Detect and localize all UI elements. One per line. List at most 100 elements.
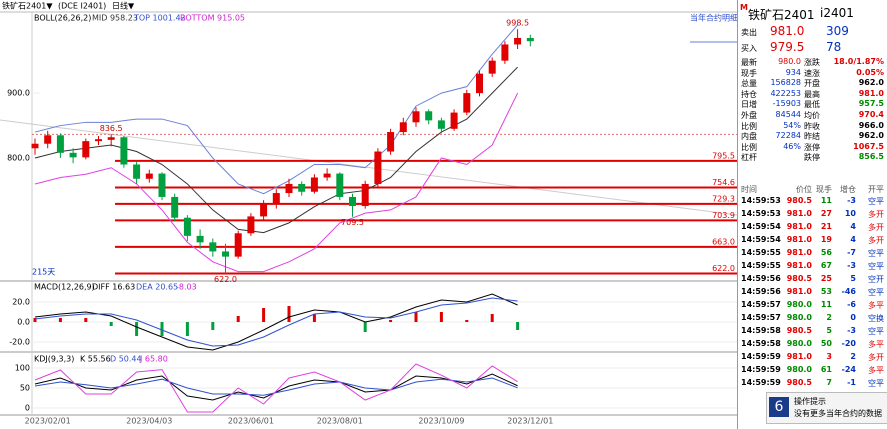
- toolbar-period[interactable]: 日线▼: [112, 1, 135, 11]
- candle-body: [120, 137, 128, 165]
- x-tick-label: 2023/06/01: [228, 417, 274, 426]
- candle-body: [298, 183, 306, 192]
- trend-line: [0, 119, 737, 216]
- y-tick-label: 100: [15, 364, 30, 373]
- candle-body: [56, 135, 64, 153]
- kdj-k: K 55.56: [80, 355, 111, 364]
- stat-value: 934: [785, 67, 801, 77]
- trade-type: 空平: [868, 327, 884, 336]
- trade-oi: -46: [841, 287, 856, 296]
- trade-time: 14:59:57: [741, 300, 781, 309]
- macd-bar: [465, 320, 469, 322]
- trade-price: 981.0: [786, 235, 812, 244]
- trade-oi: 4: [850, 222, 856, 231]
- level-label: 729.3: [712, 194, 735, 203]
- trade-type: 空平: [868, 197, 884, 206]
- stat-label: 昨收: [804, 121, 820, 131]
- candle-body: [145, 173, 153, 179]
- popup[interactable]: 6 操作提示 没有更多当年合约的数据: [766, 392, 887, 424]
- kdj-j: J 65.80: [139, 355, 168, 364]
- candle-body: [44, 135, 52, 144]
- trade-time: 14:59:54: [741, 235, 781, 244]
- y-tick-label: 50: [20, 384, 30, 393]
- trade-volume: 19: [820, 235, 832, 244]
- stat-label: 开盘: [804, 79, 820, 89]
- trade-time: 14:59:59: [741, 378, 781, 387]
- trade-type: 多平: [868, 340, 884, 349]
- trade-header: 价位: [796, 185, 812, 194]
- trade-oi: -3: [847, 196, 856, 205]
- trade-oi: -6: [847, 300, 856, 309]
- trade-price: 980.0: [786, 339, 812, 348]
- macd-bar: [414, 312, 418, 322]
- trade-time: 14:59:55: [741, 248, 781, 257]
- candle-body: [285, 183, 293, 194]
- candle-body: [526, 37, 534, 42]
- stat-label: 最高: [804, 89, 820, 99]
- macd-bar: [211, 322, 215, 330]
- y-tick-label: 0.0: [17, 318, 30, 327]
- legend-name: BOLL(26,26,2): [34, 14, 91, 23]
- quote-label: 买入: [741, 44, 757, 53]
- trade-price: 981.0: [786, 352, 812, 361]
- macd-bar: [185, 322, 189, 336]
- trade-price: 981.0: [786, 222, 812, 231]
- trade-header: 开平: [868, 185, 884, 194]
- trade-type: 空平: [868, 249, 884, 258]
- stat-label: 日增: [741, 100, 757, 110]
- trade-type: 空平: [868, 288, 884, 297]
- trade-oi: 10: [844, 209, 856, 218]
- popup-message: 没有更多当年合约的数据: [794, 409, 882, 418]
- toolbar-symbol[interactable]: 铁矿石2401▼: [2, 1, 53, 11]
- stat-value: 981.0: [858, 88, 884, 98]
- boll-bottom: [34, 92, 519, 273]
- stat-value: 966.0: [858, 120, 884, 130]
- trade-price: 981.0: [786, 261, 812, 270]
- corner-note[interactable]: 当年合约明细: [690, 13, 737, 23]
- macd-bar: [312, 314, 316, 322]
- trade-volume: 56: [820, 248, 832, 257]
- trade-price: 981.0: [786, 209, 812, 218]
- y-tick-label: -20.0: [9, 338, 30, 347]
- trade-type: 多开: [868, 210, 884, 219]
- legend-mid: MID 958.23: [92, 14, 138, 23]
- candle-body: [260, 203, 268, 217]
- trade-header: 增仓: [840, 185, 856, 194]
- trade-oi: -7: [847, 248, 856, 257]
- macd-bar: [135, 322, 139, 336]
- candle-body: [323, 173, 331, 178]
- stat-value: 962.0: [858, 78, 884, 88]
- stat-value: 422253: [770, 88, 801, 98]
- x-tick-label: 2023/04/03: [126, 417, 172, 426]
- trade-time: 14:59:53: [741, 209, 781, 218]
- legend-bottom: BOTTOM 915.05: [180, 14, 245, 23]
- stat-label: 最低: [804, 100, 820, 110]
- stat-value: 18.0/1.87%: [833, 57, 884, 66]
- trade-header: 现手: [816, 185, 832, 194]
- quote-price: 981.0: [770, 24, 805, 38]
- stat-value: 856.5: [858, 152, 884, 162]
- trade-type: 多平: [868, 366, 884, 375]
- kdj-j: [34, 363, 518, 413]
- stat-label: 杠杆: [741, 153, 757, 163]
- stat-label: 涨停: [804, 142, 820, 152]
- trade-type: 多开: [868, 353, 884, 362]
- candle-body: [463, 93, 471, 113]
- macd-bar: [160, 322, 164, 336]
- trade-type: 多开: [868, 236, 884, 245]
- trade-type: 空开: [868, 275, 884, 284]
- quote-panel: M 铁矿石2401 i2401 卖出 981.0 309 买入 979.5 78 最新 980.0 涨…: [737, 0, 887, 429]
- macd-diff: DIFF 16.63: [92, 283, 135, 292]
- trade-oi: 5: [850, 274, 856, 283]
- trade-volume: 53: [820, 287, 832, 296]
- candle-body: [450, 112, 458, 129]
- trade-price: 981.0: [786, 248, 812, 257]
- trade-time: 14:59:56: [741, 287, 781, 296]
- trade-price: 980.0: [786, 300, 812, 309]
- trade-volume: 11: [820, 300, 832, 309]
- trade-oi: -3: [847, 261, 856, 270]
- candle-body: [361, 183, 369, 207]
- y-tick-label: 900.0: [7, 89, 30, 98]
- trade-oi: -20: [841, 339, 856, 348]
- candle-body: [399, 122, 407, 133]
